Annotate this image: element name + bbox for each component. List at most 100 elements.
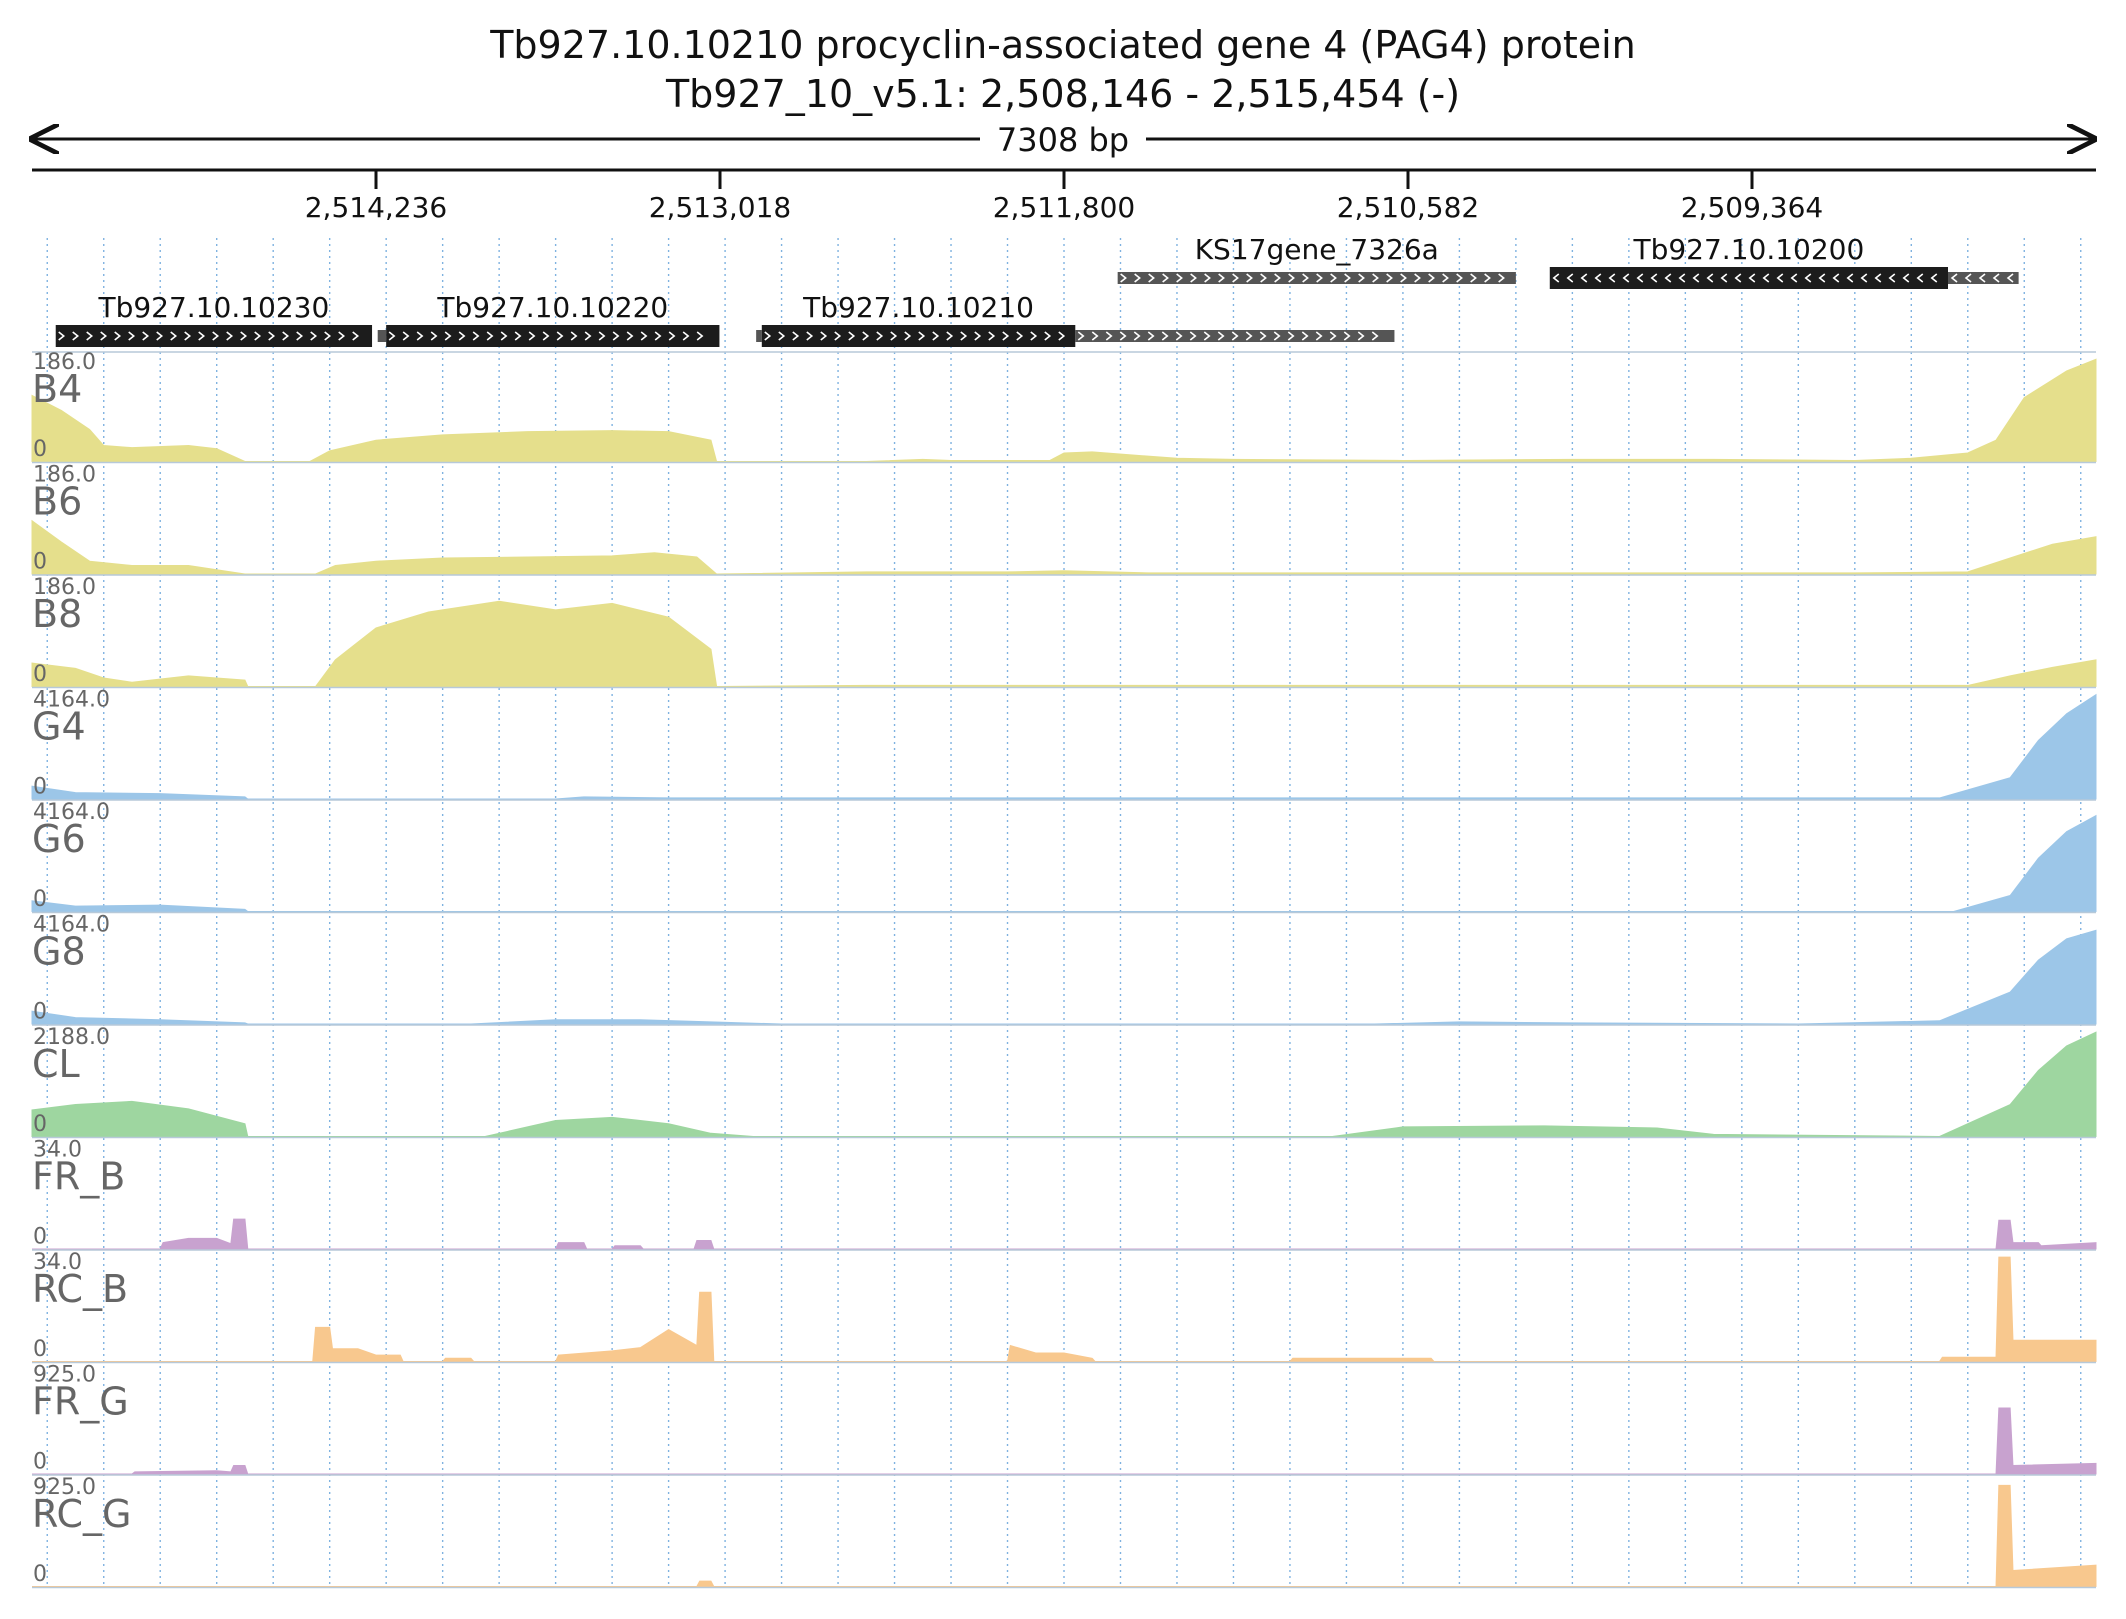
coordinate-tick-label: 2,511,800 — [993, 191, 1136, 224]
track-max-label: 925.0 — [33, 1363, 96, 1388]
strand-arrow — [834, 331, 842, 341]
strand-arrow — [1650, 273, 1658, 283]
strand-arrow — [1329, 331, 1337, 341]
strand-arrow — [1189, 331, 1197, 341]
strand-arrow — [142, 331, 150, 341]
strand-arrow — [1790, 273, 1798, 283]
gene-annotation-track[interactable]: Tb927.10.10230 Tb927.10.10220 Tb927.10.102… — [55, 233, 2019, 347]
strand-arrow — [1259, 331, 1267, 341]
track-min-label: 0 — [33, 887, 47, 912]
gene-feature[interactable]: Tb927.10.10210 — [756, 291, 1395, 347]
strand-arrow — [1992, 273, 2000, 283]
coverage-area — [32, 1256, 2097, 1362]
track-min-label: 0 — [33, 437, 47, 462]
track-min-label: 0 — [33, 550, 47, 575]
strand-arrow — [1120, 273, 1127, 283]
strand-arrow — [1077, 331, 1085, 341]
strand-arrow — [1580, 273, 1588, 283]
strand-arrow — [170, 331, 178, 341]
track-max-label: 4164.0 — [33, 800, 110, 825]
strand-arrow — [1552, 273, 1560, 283]
strand-arrow — [1964, 273, 1972, 283]
track-name: G6 — [32, 817, 86, 861]
strand-arrow — [862, 331, 870, 341]
track-g8: 4164.0G8 0 — [31, 913, 2097, 1026]
coverage-area — [31, 929, 2097, 1025]
track-name: FR_G — [32, 1380, 129, 1424]
coordinate-tick-label: 2,509,364 — [1681, 191, 1824, 224]
gene-feature[interactable]: KS17gene_7326a — [1117, 233, 1516, 284]
strand-arrow — [338, 331, 346, 341]
gene-label: Tb927.10.10220 — [436, 291, 668, 324]
strand-arrow — [778, 331, 786, 341]
coordinate-tick-label: 2,513,018 — [649, 191, 792, 224]
gene-cds-block — [386, 325, 720, 347]
span-ruler: 7308 bp — [32, 121, 2094, 159]
gene-label: Tb927.10.10200 — [1632, 233, 1864, 266]
strand-arrow — [1190, 273, 1197, 283]
strand-arrow — [988, 331, 996, 341]
strand-arrow — [1161, 331, 1169, 341]
strand-arrow — [1162, 273, 1169, 283]
strand-arrow — [806, 331, 814, 341]
strand-arrow — [72, 331, 80, 341]
track-b6: 186.0B6 0 — [31, 463, 2097, 576]
coverage-area — [31, 519, 2097, 575]
track-max-label: 186.0 — [33, 350, 96, 375]
track-max-label: 34.0 — [33, 1250, 82, 1275]
strand-arrow — [472, 331, 480, 341]
strand-arrow — [352, 331, 360, 341]
strand-arrow — [1147, 331, 1155, 341]
strand-arrow — [1762, 273, 1770, 283]
strand-arrow — [198, 331, 206, 341]
gene-label: KS17gene_7326a — [1195, 233, 1439, 266]
strand-arrow — [310, 331, 318, 341]
strand-arrow — [1204, 273, 1211, 283]
strand-arrow — [542, 331, 550, 341]
gene-feature[interactable]: Tb927.10.10230 — [55, 291, 373, 347]
strand-arrow — [268, 331, 276, 341]
coordinate-tick-label: 2,514,236 — [305, 191, 448, 224]
strand-arrow — [1301, 331, 1309, 341]
coverage-area — [31, 358, 2097, 462]
strand-arrow — [388, 331, 396, 341]
strand-arrow — [820, 331, 828, 341]
strand-arrow — [1148, 273, 1155, 283]
strand-arrow — [1664, 273, 1672, 283]
strand-arrow — [1002, 331, 1010, 341]
span-length-label: 7308 bp — [997, 121, 1129, 159]
strand-arrow — [1058, 331, 1066, 341]
strand-arrow — [1498, 273, 1505, 283]
strand-arrow — [1484, 273, 1491, 283]
track-rc-b: 34.0RC_B 0 — [32, 1250, 2097, 1364]
gene-cds-block — [761, 325, 1076, 347]
strand-arrow — [2006, 273, 2014, 283]
strand-arrow — [1916, 273, 1924, 283]
strand-arrow — [1091, 331, 1099, 341]
strand-arrow — [1246, 273, 1253, 283]
track-name: B8 — [32, 592, 82, 636]
strand-arrow — [1470, 273, 1477, 283]
coverage-area — [31, 693, 2097, 800]
track-name: RC_B — [32, 1267, 128, 1311]
strand-arrow — [974, 331, 982, 341]
strand-arrow — [58, 331, 66, 341]
strand-arrow — [556, 331, 564, 341]
track-g6: 4164.0G6 0 — [31, 800, 2097, 914]
gene-feature[interactable]: Tb927.10.10220 — [377, 291, 720, 347]
strand-arrow — [1044, 331, 1052, 341]
track-name: G8 — [32, 930, 86, 974]
strand-arrow — [430, 331, 438, 341]
coordinate-tick-label: 2,510,582 — [1337, 191, 1480, 224]
coverage-area — [31, 1031, 2097, 1138]
strand-arrow — [1302, 273, 1309, 283]
strand-arrow — [1734, 273, 1742, 283]
strand-arrow — [1748, 273, 1756, 283]
track-cl: 2188.0CL 0 — [31, 1025, 2097, 1139]
gene-feature[interactable]: Tb927.10.10200 — [1549, 233, 2019, 289]
strand-arrow — [444, 331, 452, 341]
gene-label: Tb927.10.10230 — [97, 291, 329, 324]
strand-arrow — [1566, 273, 1574, 283]
strand-arrow — [570, 331, 578, 341]
